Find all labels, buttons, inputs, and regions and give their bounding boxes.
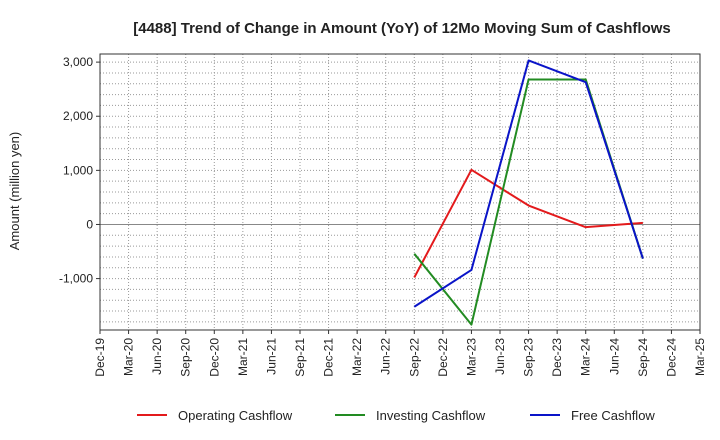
chart-title: [4488] Trend of Change in Amount (YoY) o…: [133, 20, 671, 37]
x-tick-label: Sep-20: [179, 338, 193, 377]
x-tick-label: Dec-21: [322, 338, 336, 377]
x-tick-label: Dec-23: [550, 338, 564, 377]
x-tick-label: Sep-24: [636, 338, 650, 377]
legend-label-free-cashflow: Free Cashflow: [571, 408, 655, 423]
x-tick-label: Sep-21: [293, 338, 307, 377]
y-axis-ticks: -1,000 0 1,000 2,000 3,000: [59, 55, 100, 286]
x-tick-label: Dec-22: [436, 338, 450, 377]
x-tick-label: Jun-23: [493, 338, 507, 375]
series: [413, 59, 644, 326]
free-cashflow-line: [413, 59, 644, 308]
x-axis-ticks: Dec-19 Mar-20 Jun-20 Sep-20 Dec-20 Mar-21 Jun-…: [93, 330, 707, 377]
y-tick-label: 3,000: [63, 55, 93, 69]
legend-label-investing-cashflow: Investing Cashflow: [376, 408, 486, 423]
x-tick-label: Dec-20: [207, 338, 221, 377]
legend-label-operating-cashflow: Operating Cashflow: [178, 408, 293, 423]
y-tick-label: 0: [86, 217, 93, 231]
x-tick-label: Mar-23: [464, 338, 478, 376]
x-tick-label: Mar-21: [236, 338, 250, 376]
x-tick-label: Dec-24: [664, 338, 678, 377]
x-tick-label: Jun-22: [379, 338, 393, 375]
x-tick-label: Mar-24: [579, 338, 593, 376]
x-tick-label: Mar-25: [693, 338, 707, 376]
x-tick-label: Sep-23: [522, 338, 536, 377]
x-tick-label: Mar-20: [122, 338, 136, 376]
y-tick-label: 1,000: [63, 163, 93, 177]
y-tick-label: -1,000: [59, 272, 93, 286]
x-tick-label: Sep-22: [407, 338, 421, 377]
operating-cashflow-line: [413, 168, 643, 278]
x-tick-label: Jun-20: [150, 338, 164, 375]
x-tick-label: Jun-24: [607, 338, 621, 375]
legend: Operating Cashflow Investing Cashflow Free…: [137, 408, 655, 423]
grid: [99, 54, 701, 330]
x-tick-label: Dec-19: [93, 338, 107, 377]
x-tick-label: Mar-22: [350, 338, 364, 376]
y-axis-label: Amount (million yen): [7, 132, 22, 251]
y-tick-label: 2,000: [63, 109, 93, 123]
x-tick-label: Jun-21: [264, 338, 278, 375]
plot-area-frame: [99, 53, 701, 331]
